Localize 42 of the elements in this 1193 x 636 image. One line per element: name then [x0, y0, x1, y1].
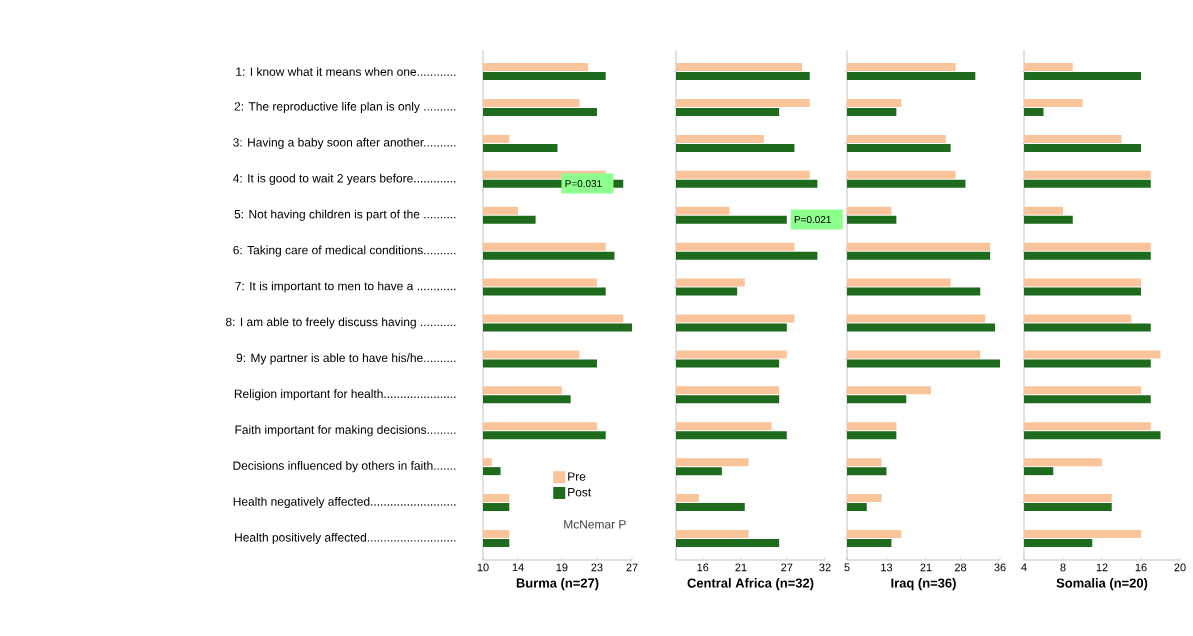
- y-tick-label: Health positively affected...........................: [235, 532, 456, 545]
- y-tick-label: 6: Taking care of medical conditions..........: [233, 245, 456, 257]
- x-tick-label: 16: [1135, 563, 1147, 572]
- x-tick-label: 13: [881, 563, 893, 572]
- y-tick-label: 7: It is important to men to have a ............: [235, 281, 456, 293]
- legend-label: Post: [568, 488, 592, 497]
- x-tick-label: 8: [1060, 563, 1066, 572]
- x-axis-title: Iraq (n=36): [891, 578, 956, 591]
- x-tick-label: 20: [1174, 563, 1186, 572]
- x-tick-label: 28: [954, 563, 967, 572]
- annotation: McNemar P: [564, 520, 626, 529]
- x-tick-label: 14: [512, 563, 524, 572]
- y-tick-label: 5: Not having children is part of the ..........: [234, 209, 456, 221]
- x-tick-label: 16: [697, 563, 709, 572]
- x-tick-label: 19: [556, 563, 568, 572]
- x-tick-label: 36: [994, 563, 1006, 572]
- legend-label: Pre: [568, 472, 586, 481]
- x-tick-label: 23: [591, 563, 603, 572]
- y-tick-label: Health negatively affected..........................: [233, 496, 456, 509]
- x-tick-label: 21: [735, 563, 747, 572]
- x-tick-label: 10: [477, 563, 489, 572]
- x-tick-label: 32: [819, 563, 831, 572]
- y-tick-label: Religion important for health......................: [234, 389, 456, 401]
- y-tick-label: 3: Having a baby soon after another..........: [233, 137, 456, 149]
- x-axis-title: Burma (n=27): [516, 578, 599, 591]
- y-tick-label: 9: My partner is able to have his/he..........: [236, 353, 456, 365]
- y-tick-label: Decisions influenced by others in faith.......: [233, 461, 456, 473]
- annotation: P=0.021: [794, 215, 831, 224]
- y-tick-label: 8: I am able to freely discuss having ...........: [225, 317, 456, 329]
- x-tick-label: 5: [844, 563, 850, 572]
- y-tick-label: 1: I know what it means when one............: [236, 67, 456, 76]
- x-tick-label: 27: [626, 563, 638, 572]
- x-tick-label: 21: [920, 563, 932, 572]
- x-axis-title: Somalia (n=20): [1056, 578, 1148, 591]
- x-tick-label: 4: [1021, 563, 1027, 572]
- y-tick-label: 4: It is good to wait 2 years before.............: [233, 173, 456, 185]
- x-axis-title: Central Africa (n=32): [687, 578, 814, 591]
- y-tick-label: Faith important for making decisions.........: [235, 425, 456, 437]
- x-tick-label: 27: [781, 563, 793, 572]
- annotation: P=0.031: [565, 180, 602, 188]
- x-tick-label: 12: [1096, 563, 1108, 572]
- y-tick-label: 2: The reproductive life plan is only ..........: [234, 101, 456, 114]
